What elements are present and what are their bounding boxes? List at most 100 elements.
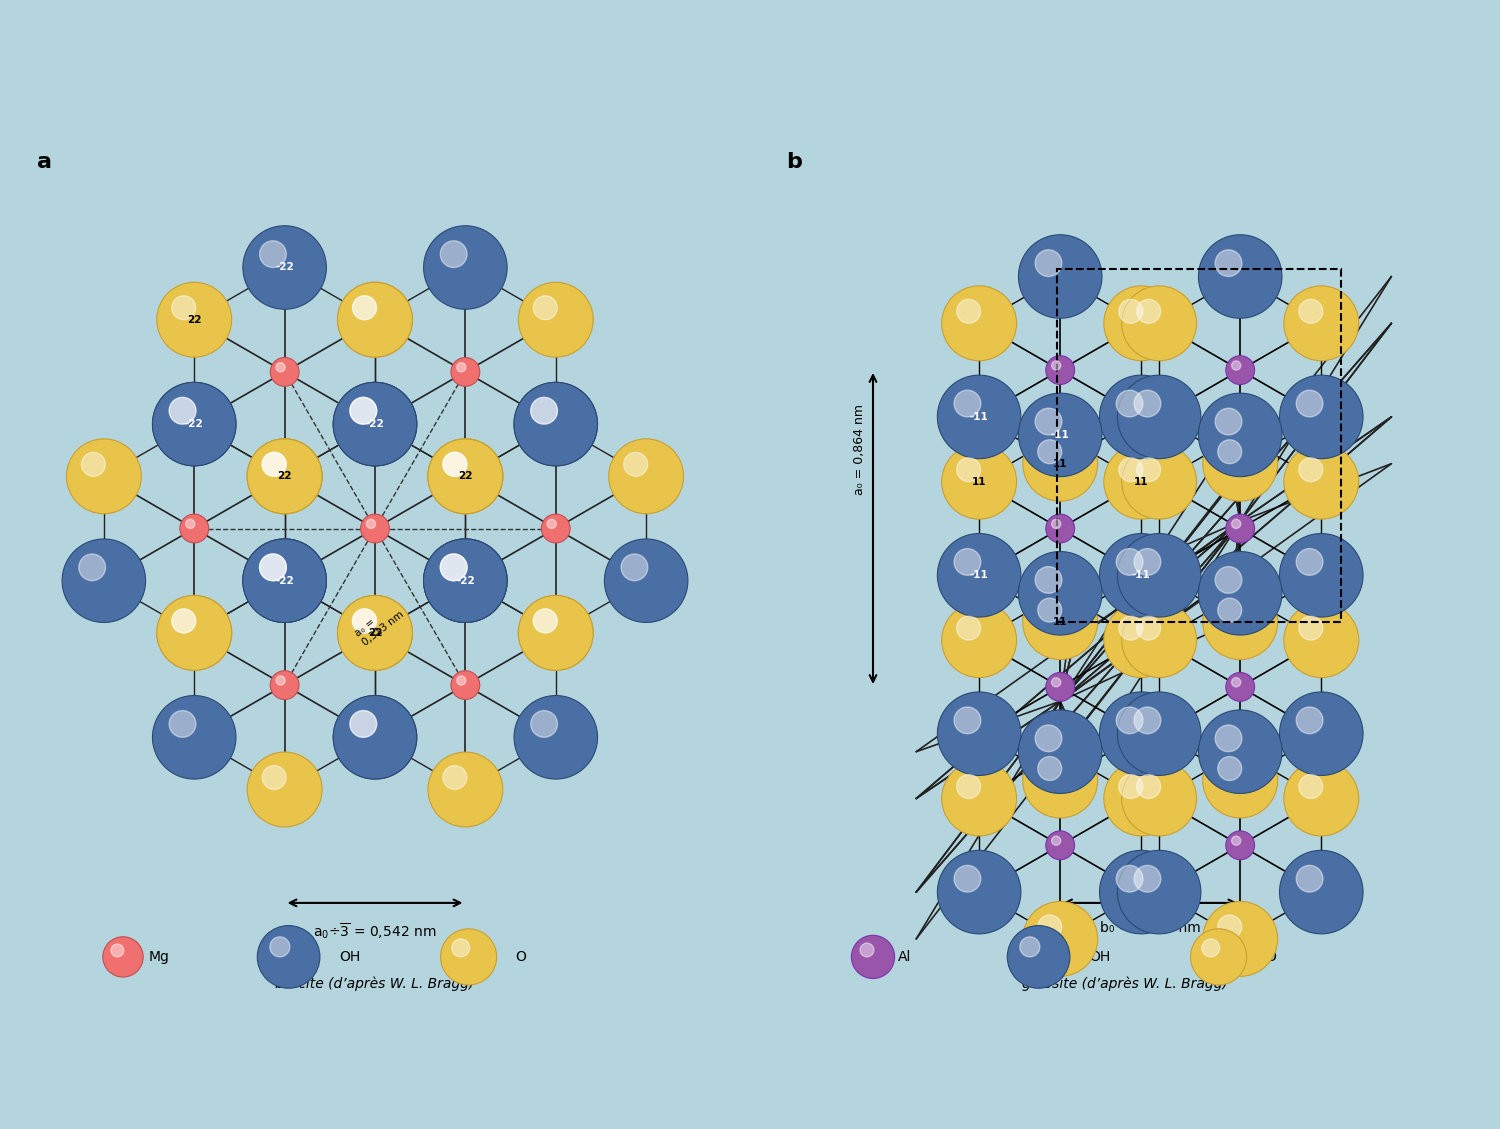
Circle shape bbox=[542, 514, 570, 543]
Circle shape bbox=[158, 282, 231, 357]
Circle shape bbox=[938, 534, 1022, 618]
Circle shape bbox=[338, 282, 412, 357]
Circle shape bbox=[338, 282, 412, 357]
Circle shape bbox=[942, 286, 1017, 361]
Circle shape bbox=[338, 595, 412, 671]
Text: a₀ = 0,864 nm: a₀ = 0,864 nm bbox=[853, 404, 865, 495]
Circle shape bbox=[519, 282, 593, 357]
Circle shape bbox=[427, 439, 502, 514]
Circle shape bbox=[171, 296, 195, 320]
Text: -11: -11 bbox=[970, 412, 988, 422]
Circle shape bbox=[534, 609, 556, 633]
Circle shape bbox=[440, 554, 466, 580]
Circle shape bbox=[548, 519, 556, 528]
Circle shape bbox=[1100, 534, 1184, 618]
Text: a: a bbox=[36, 152, 51, 173]
Text: O: O bbox=[516, 949, 526, 964]
Circle shape bbox=[1280, 692, 1364, 776]
Circle shape bbox=[534, 609, 558, 633]
Circle shape bbox=[1023, 585, 1098, 659]
Circle shape bbox=[248, 439, 322, 514]
Circle shape bbox=[1198, 235, 1282, 318]
Circle shape bbox=[180, 514, 209, 543]
Circle shape bbox=[243, 539, 327, 622]
Circle shape bbox=[1122, 286, 1197, 361]
Circle shape bbox=[1008, 926, 1070, 988]
Circle shape bbox=[942, 761, 1017, 835]
Circle shape bbox=[262, 453, 286, 476]
Circle shape bbox=[352, 609, 376, 633]
Circle shape bbox=[1052, 519, 1060, 528]
Text: b₀ = 0,507 nm: b₀ = 0,507 nm bbox=[1100, 921, 1200, 935]
Text: a₀ =
0,313 nm: a₀ = 0,313 nm bbox=[354, 601, 407, 648]
Text: -22: -22 bbox=[274, 576, 294, 586]
Circle shape bbox=[360, 514, 390, 543]
Circle shape bbox=[452, 358, 480, 386]
Circle shape bbox=[338, 595, 412, 671]
Circle shape bbox=[333, 383, 417, 466]
Circle shape bbox=[423, 539, 507, 622]
Circle shape bbox=[441, 240, 466, 268]
Circle shape bbox=[1052, 677, 1060, 686]
Circle shape bbox=[338, 595, 412, 671]
Circle shape bbox=[1046, 673, 1074, 701]
Circle shape bbox=[531, 397, 558, 425]
Circle shape bbox=[1218, 914, 1242, 939]
Circle shape bbox=[1203, 901, 1278, 977]
Circle shape bbox=[350, 710, 376, 737]
Circle shape bbox=[423, 539, 507, 622]
Circle shape bbox=[456, 362, 466, 371]
Circle shape bbox=[1100, 375, 1184, 458]
Circle shape bbox=[859, 943, 874, 957]
Circle shape bbox=[260, 554, 286, 580]
Circle shape bbox=[519, 595, 593, 671]
Circle shape bbox=[1215, 409, 1242, 435]
Circle shape bbox=[423, 226, 507, 309]
Circle shape bbox=[1104, 444, 1179, 519]
Circle shape bbox=[1226, 673, 1254, 701]
Text: a$_0$$\div\overline{3}$ = 0,542 nm: a$_0$$\div\overline{3}$ = 0,542 nm bbox=[314, 921, 436, 940]
Circle shape bbox=[186, 519, 195, 528]
Circle shape bbox=[1023, 901, 1098, 977]
Circle shape bbox=[1118, 375, 1202, 458]
Circle shape bbox=[1052, 361, 1060, 370]
Circle shape bbox=[1232, 361, 1240, 370]
Text: -11: -11 bbox=[1052, 430, 1070, 440]
Circle shape bbox=[427, 439, 502, 514]
Circle shape bbox=[1284, 603, 1359, 677]
Circle shape bbox=[1198, 552, 1282, 634]
Text: -22: -22 bbox=[366, 419, 384, 429]
Circle shape bbox=[1226, 356, 1254, 385]
Circle shape bbox=[1280, 534, 1364, 618]
Circle shape bbox=[852, 935, 894, 979]
Text: 11: 11 bbox=[1053, 458, 1068, 469]
Circle shape bbox=[938, 375, 1022, 458]
Circle shape bbox=[452, 939, 470, 957]
Circle shape bbox=[158, 595, 231, 671]
Text: O: O bbox=[1266, 949, 1276, 964]
Circle shape bbox=[352, 609, 376, 633]
Text: 11: 11 bbox=[1053, 618, 1068, 627]
Circle shape bbox=[171, 609, 195, 633]
Circle shape bbox=[352, 609, 376, 633]
Circle shape bbox=[1100, 692, 1184, 776]
Circle shape bbox=[1100, 850, 1184, 934]
Circle shape bbox=[170, 710, 196, 737]
Circle shape bbox=[104, 937, 142, 977]
Circle shape bbox=[531, 710, 558, 737]
Circle shape bbox=[514, 383, 597, 466]
Circle shape bbox=[954, 391, 981, 417]
Circle shape bbox=[1202, 939, 1219, 957]
Circle shape bbox=[248, 752, 322, 826]
Text: -22: -22 bbox=[456, 576, 476, 586]
Circle shape bbox=[350, 397, 376, 425]
Circle shape bbox=[260, 554, 286, 580]
Circle shape bbox=[1226, 831, 1254, 859]
Text: 11: 11 bbox=[1134, 476, 1149, 487]
Circle shape bbox=[957, 299, 981, 323]
Circle shape bbox=[1198, 393, 1282, 476]
Circle shape bbox=[270, 937, 290, 957]
Circle shape bbox=[1119, 774, 1143, 798]
Circle shape bbox=[260, 240, 286, 268]
Circle shape bbox=[262, 453, 286, 476]
